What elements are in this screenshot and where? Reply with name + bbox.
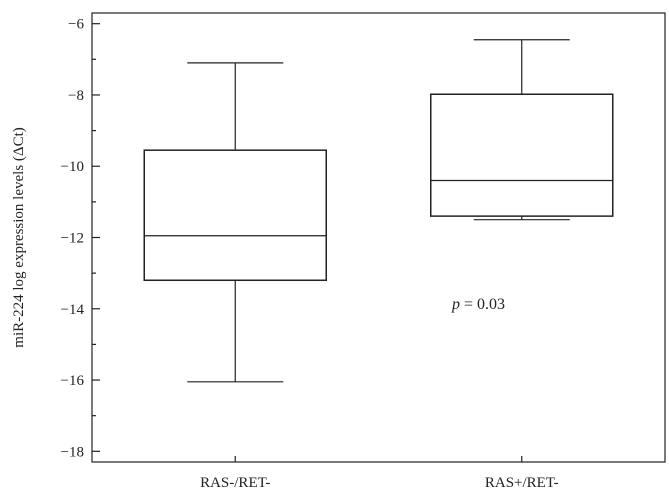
p-value-annotation: p = 0.03: [451, 296, 505, 313]
y-tick-label: −16: [61, 373, 85, 389]
y-tick-label: −18: [61, 444, 84, 460]
iqr-box: [143, 149, 327, 282]
x-category-label: RAS-/RET-: [200, 475, 270, 491]
y-tick-label: −14: [61, 302, 85, 318]
y-tick-label: −10: [61, 159, 84, 175]
y-axis-ticks: −18 −16 −14 −12 −10 −8 −6: [61, 17, 100, 460]
box-2: [430, 39, 614, 221]
y-tick-label: −8: [68, 88, 84, 104]
box-1: [143, 62, 327, 383]
y-tick-label: −6: [68, 17, 84, 33]
y-tick-label: −12: [61, 231, 84, 247]
p-value-symbol: p: [451, 296, 460, 313]
boxes-layer: [143, 39, 614, 383]
x-category-label: RAS+/RET-: [485, 475, 559, 491]
x-axis-category-labels: RAS-/RET- RAS+/RET-: [200, 456, 559, 491]
y-axis-label: miR-224 log expression levels (ΔCt): [11, 127, 27, 347]
iqr-box: [430, 93, 614, 217]
p-value-text: = 0.03: [460, 296, 505, 313]
